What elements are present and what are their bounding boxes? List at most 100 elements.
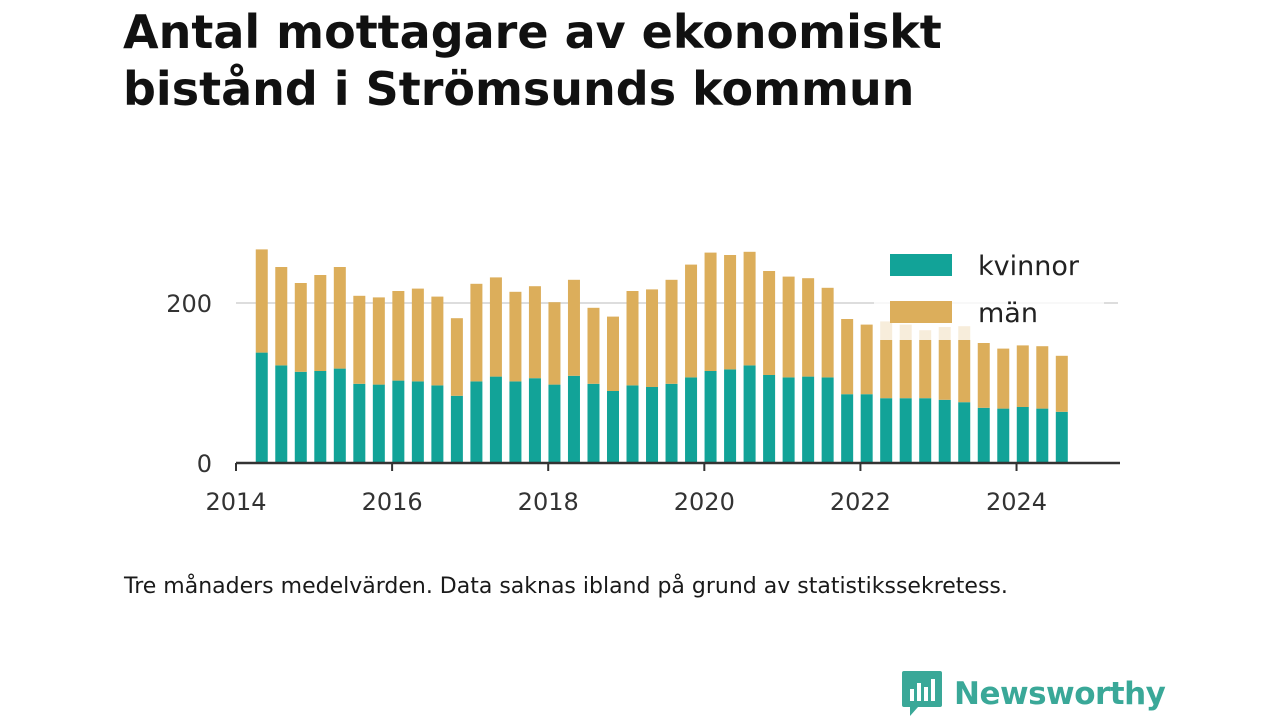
bar-man <box>1036 346 1049 409</box>
bar-kvinnor <box>294 371 307 463</box>
x-tick-label: 2024 <box>986 488 1047 516</box>
bar-kvinnor <box>724 369 737 463</box>
bar-kvinnor <box>392 380 405 463</box>
bar-man <box>938 327 951 400</box>
bar-man <box>333 267 346 369</box>
x-tick-label: 2022 <box>830 488 891 516</box>
brand-logo: Newsworthy <box>900 668 1166 720</box>
bar-kvinnor <box>333 368 346 463</box>
bar-kvinnor <box>763 375 776 463</box>
legend: kvinnor män <box>874 240 1104 340</box>
bar-man <box>392 291 405 381</box>
bar-man <box>509 291 522 382</box>
bar-kvinnor <box>548 384 561 463</box>
chart-footnote: Tre månaders medelvärden. Data saknas ib… <box>124 574 1008 599</box>
bar-man <box>587 307 600 384</box>
bar-kvinnor <box>314 371 327 463</box>
bar-man <box>255 249 268 353</box>
bar-kvinnor <box>372 384 385 463</box>
legend-swatch <box>890 301 952 323</box>
bar-kvinnor <box>411 381 424 463</box>
brand-name: Newsworthy <box>954 676 1166 712</box>
bar-man <box>431 296 444 386</box>
bar-kvinnor <box>899 398 912 463</box>
x-tick-label: 2018 <box>518 488 579 516</box>
newsworthy-logo-icon <box>902 671 942 716</box>
bar-kvinnor <box>509 381 522 463</box>
bar-kvinnor <box>919 398 932 463</box>
bar-man <box>860 324 873 395</box>
bar-man <box>470 283 483 382</box>
bar-man <box>646 289 659 387</box>
x-tick-label: 2014 <box>205 488 266 516</box>
bar-man <box>567 279 580 376</box>
bar-man <box>294 283 307 372</box>
y-tick-label: 0 <box>197 450 212 478</box>
bar-man <box>958 326 971 403</box>
bar-man <box>450 318 463 396</box>
legend-label: män <box>978 298 1038 329</box>
bar-man <box>275 267 288 366</box>
bar-man <box>685 264 698 378</box>
bar-kvinnor <box>255 352 268 463</box>
bar-man <box>763 271 776 375</box>
bar-man <box>489 277 502 377</box>
bar-kvinnor <box>743 365 756 463</box>
bar-kvinnor <box>646 387 659 463</box>
bar-man <box>802 278 815 377</box>
bar-kvinnor <box>665 383 678 463</box>
bar-man <box>919 330 932 399</box>
bar-kvinnor <box>587 383 600 463</box>
bar-man <box>821 287 834 378</box>
bar-kvinnor <box>567 375 580 463</box>
y-tick-label: 200 <box>166 290 212 318</box>
bar-man <box>548 302 561 385</box>
x-tick-label: 2020 <box>674 488 735 516</box>
bar-kvinnor <box>1055 411 1068 463</box>
bar-kvinnor <box>997 408 1010 463</box>
bar-kvinnor <box>528 378 541 463</box>
bar-kvinnor <box>821 377 834 463</box>
bar-man <box>977 343 990 408</box>
bar-kvinnor <box>880 398 893 463</box>
bar-man <box>353 295 366 384</box>
bar-kvinnor <box>626 385 639 463</box>
axes: 0 200 2014 2016 2018 2020 2022 2024 <box>166 290 1120 516</box>
bar-man <box>1055 355 1068 412</box>
bar-kvinnor <box>353 383 366 463</box>
bar-man <box>626 291 639 386</box>
bar-kvinnor <box>958 402 971 463</box>
x-tick-label: 2016 <box>362 488 423 516</box>
chart-title: Antal mottagare av ekonomiskt bistånd i … <box>123 5 942 116</box>
bar-kvinnor <box>802 376 815 463</box>
bar-man <box>704 252 717 371</box>
bar-man <box>665 279 678 384</box>
bar-kvinnor <box>450 395 463 463</box>
bar-kvinnor <box>431 385 444 463</box>
bar-man <box>899 324 912 399</box>
bar-man <box>743 251 756 366</box>
bar-man <box>724 255 737 370</box>
bar-man <box>997 348 1010 409</box>
bar-man <box>606 316 619 391</box>
bar-kvinnor <box>860 394 873 463</box>
bar-kvinnor <box>275 365 288 463</box>
bars <box>255 249 1068 463</box>
bar-kvinnor <box>977 407 990 463</box>
bar-man <box>411 288 424 382</box>
bar-kvinnor <box>938 399 951 463</box>
bar-kvinnor <box>704 371 717 463</box>
bar-man <box>880 321 893 399</box>
bar-kvinnor <box>470 381 483 463</box>
bar-kvinnor <box>685 377 698 463</box>
bar-kvinnor <box>782 377 795 463</box>
bar-kvinnor <box>841 394 854 463</box>
bar-man <box>782 276 795 378</box>
bar-kvinnor <box>1016 407 1029 463</box>
stacked-bar-chart: 0 200 2014 2016 2018 2020 2022 2024 kvinnor män <box>166 240 1120 516</box>
bar-man <box>528 286 541 379</box>
bar-man <box>1016 345 1029 407</box>
bar-kvinnor <box>489 376 502 463</box>
bar-kvinnor <box>606 391 619 463</box>
legend-label: kvinnor <box>978 251 1080 282</box>
